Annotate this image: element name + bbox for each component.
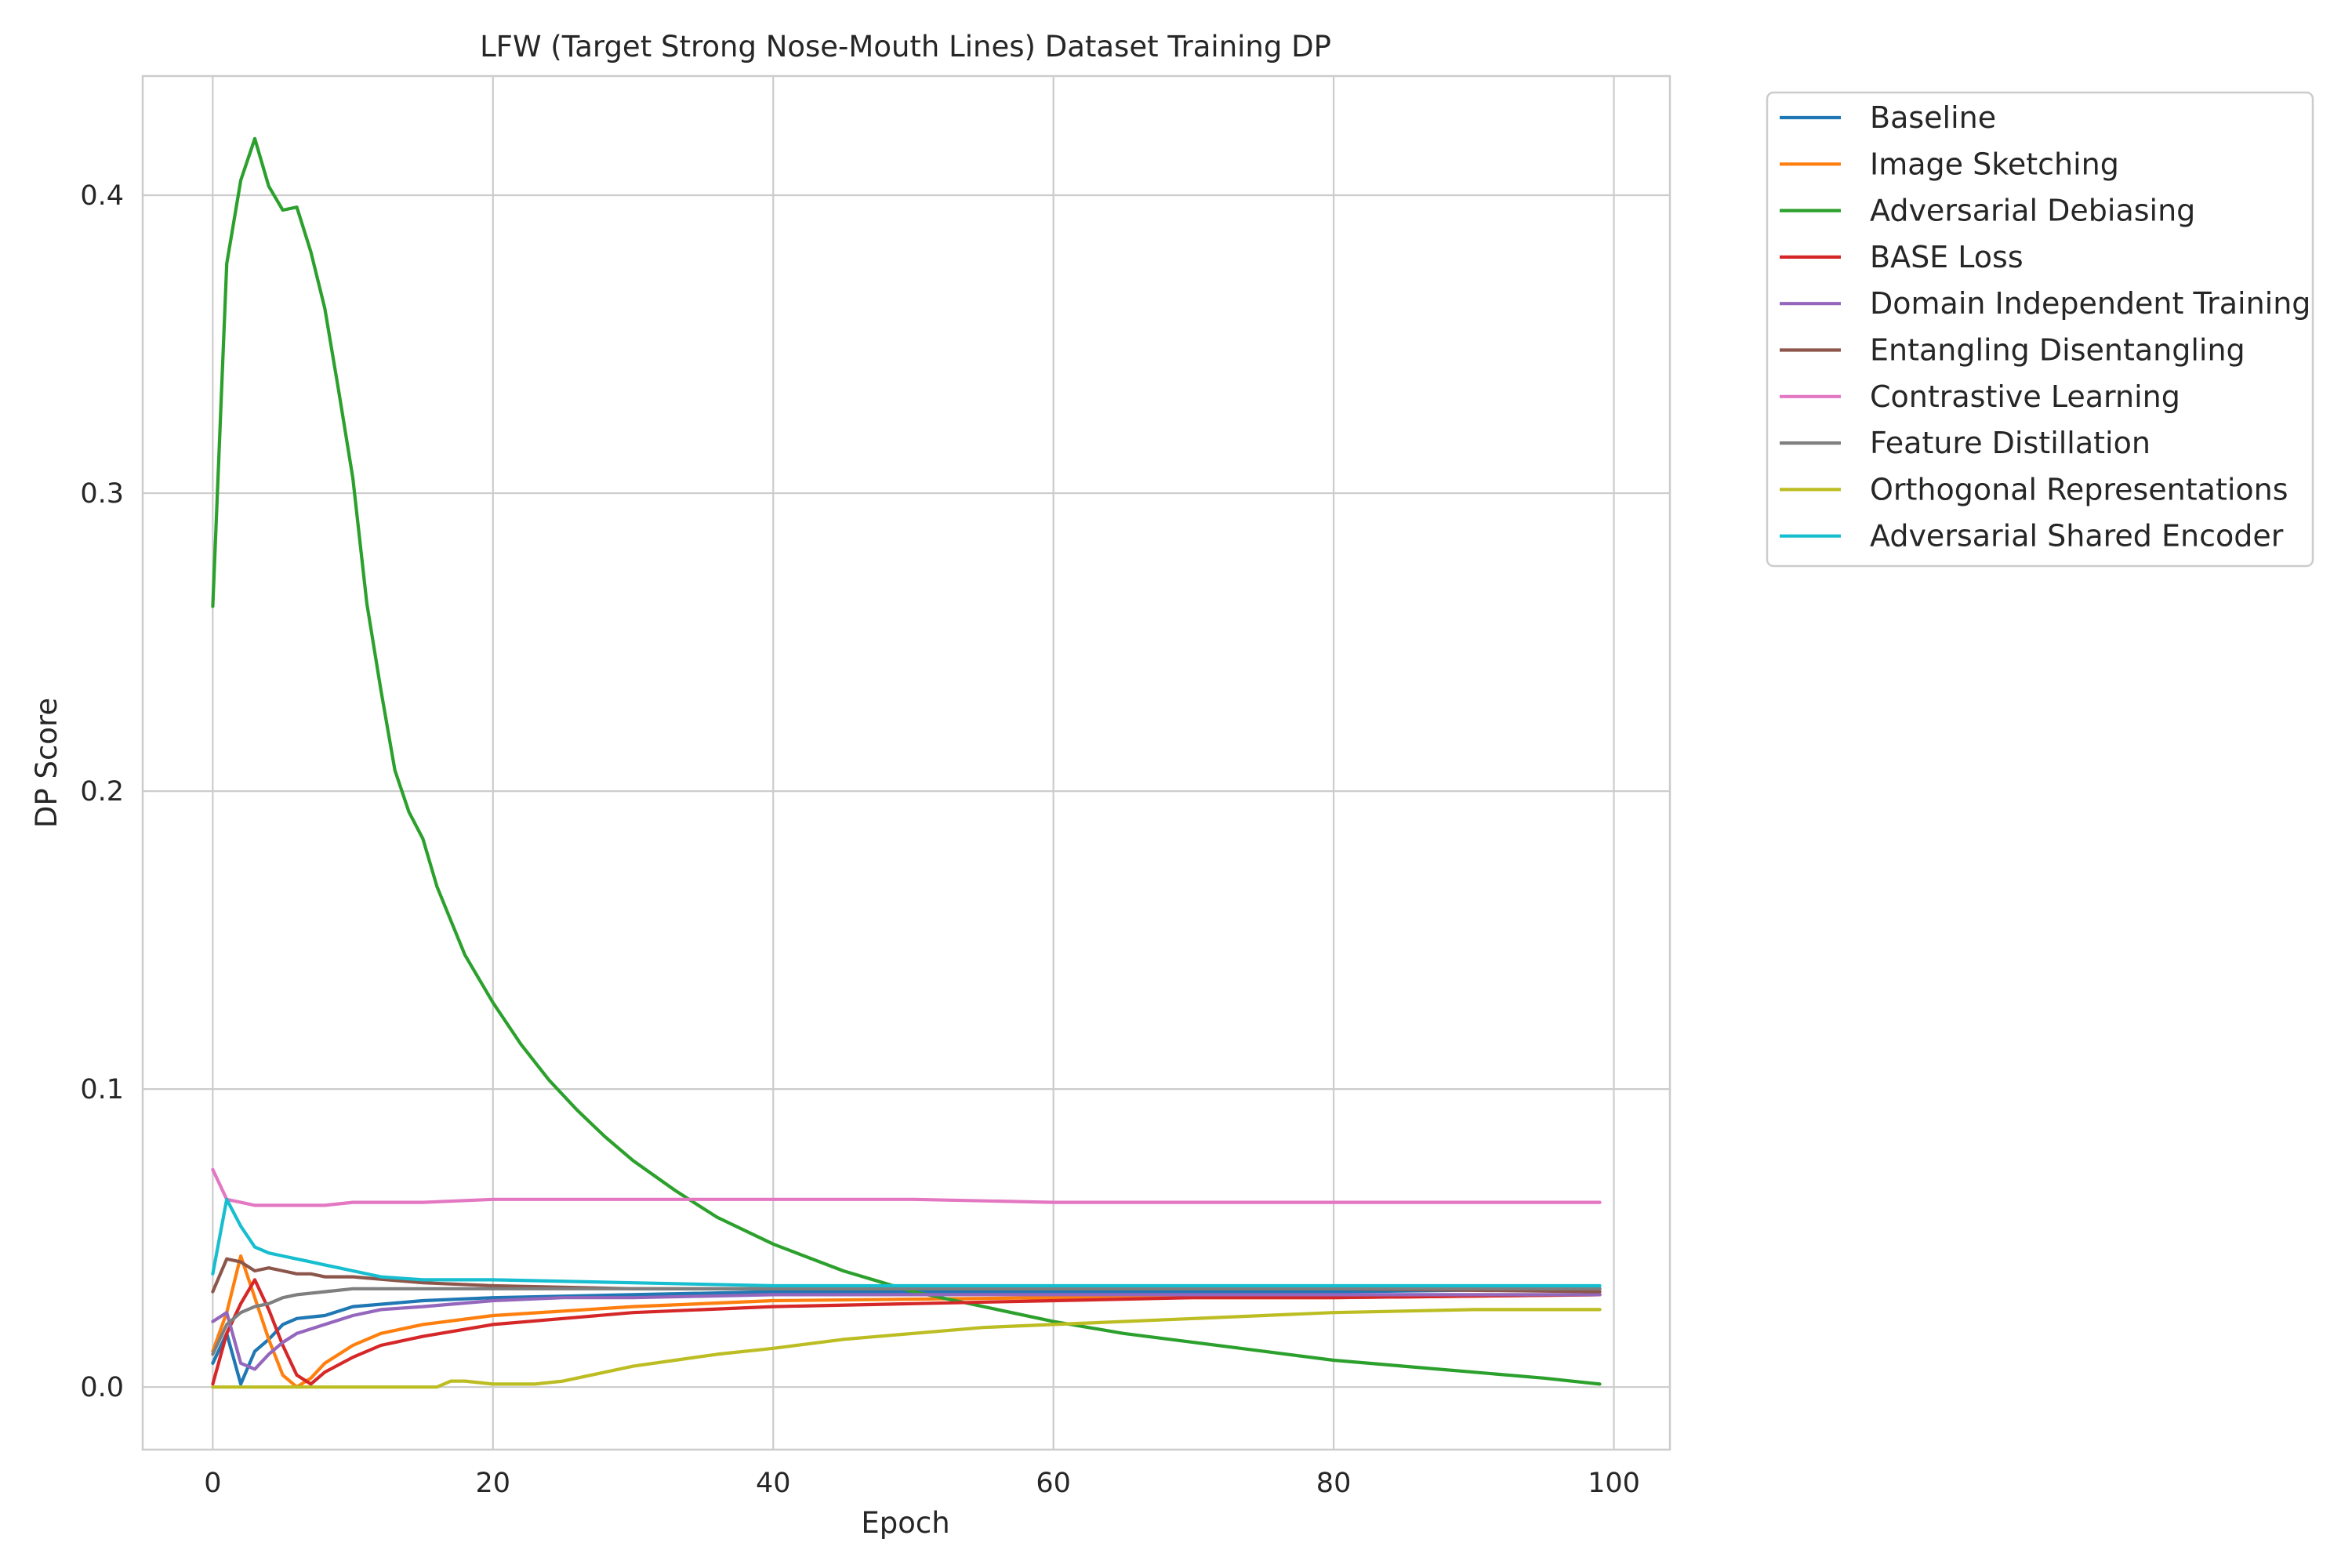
legend-label-adversarial-debiasing: Adversarial Debiasing bbox=[1870, 194, 2195, 228]
series-layer bbox=[211, 136, 1602, 1389]
tick-labels: 0 20 40 60 80 100 0.0 0.1 0.2 0.3 0.4 bbox=[80, 180, 1640, 1499]
series-line-base-loss bbox=[211, 1278, 1602, 1386]
y-axis-label: DP Score bbox=[30, 698, 64, 828]
series-line-adversarial-debiasing bbox=[211, 136, 1602, 1386]
plot-frame bbox=[141, 74, 1671, 1451]
series-line-domain-independent-training bbox=[211, 1293, 1602, 1371]
x-axis-label: Epoch bbox=[861, 1506, 949, 1540]
x-tick-label: 0 bbox=[204, 1468, 221, 1499]
legend-label-orthogonal-representations: Orthogonal Representations bbox=[1870, 472, 2288, 506]
legend-frame bbox=[1766, 91, 2314, 568]
legend-label-baseline: Baseline bbox=[1870, 100, 1996, 135]
legend-label-entangling-disentangling: Entangling Disentangling bbox=[1870, 333, 2245, 368]
series-line-feature-distillation bbox=[211, 1287, 1602, 1356]
x-tick-label: 40 bbox=[756, 1468, 791, 1499]
series-line-contrastive-learning bbox=[211, 1167, 1602, 1207]
y-tick-label: 0.4 bbox=[80, 180, 124, 212]
legend-label-domain-independent-training: Domain Independent Training bbox=[1870, 286, 2310, 321]
series-line-adversarial-shared-encoder bbox=[211, 1197, 1602, 1288]
y-tick-label: 0.3 bbox=[80, 478, 124, 510]
y-tick-label: 0.2 bbox=[80, 776, 124, 808]
legend-label-feature-distillation: Feature Distillation bbox=[1870, 426, 2151, 460]
x-tick-label: 20 bbox=[476, 1468, 511, 1499]
series-line-image-sketching bbox=[211, 1254, 1602, 1389]
series-line-orthogonal-representations bbox=[211, 1308, 1602, 1389]
legend: Baseline Image Sketching Adversarial Debia… bbox=[1766, 91, 2314, 568]
x-tick-label: 60 bbox=[1036, 1468, 1071, 1499]
legend-label-contrastive-learning: Contrastive Learning bbox=[1870, 379, 2180, 414]
grid bbox=[143, 76, 1670, 1450]
chart-title: LFW (Target Strong Nose-Mouth Lines) Dat… bbox=[480, 30, 1331, 64]
y-tick-label: 0.0 bbox=[80, 1372, 124, 1403]
legend-label-base-loss: BASE Loss bbox=[1870, 240, 2024, 274]
x-tick-label: 80 bbox=[1316, 1468, 1352, 1499]
legend-label-adversarial-shared-encoder: Adversarial Shared Encoder bbox=[1870, 519, 2284, 554]
y-tick-label: 0.1 bbox=[80, 1074, 124, 1105]
legend-label-image-sketching: Image Sketching bbox=[1870, 147, 2119, 181]
x-tick-label: 100 bbox=[1588, 1468, 1640, 1499]
